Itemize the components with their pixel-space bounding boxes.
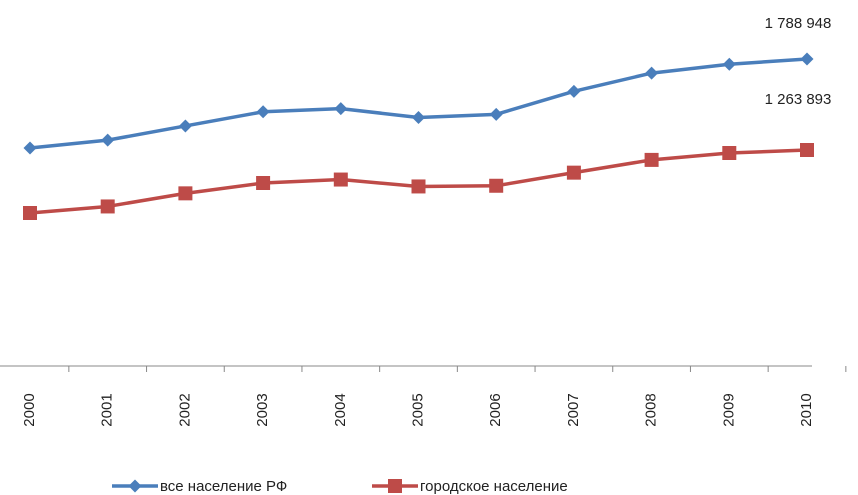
data-point-marker xyxy=(334,102,348,116)
data-point-marker xyxy=(645,66,659,80)
series-layer xyxy=(23,52,814,220)
data-point-marker xyxy=(101,133,115,147)
data-point-marker xyxy=(23,206,37,220)
data-labels: 1 788 948 1 263 893 xyxy=(765,15,832,108)
data-point-marker xyxy=(100,199,115,214)
data-point-marker xyxy=(333,172,348,187)
x-tick-label: 2009 xyxy=(720,393,737,426)
x-tick-label: 2010 xyxy=(798,393,815,426)
legend: все население РФ городское население xyxy=(112,478,568,495)
series-line xyxy=(28,57,809,150)
x-tick-label: 2006 xyxy=(487,393,504,426)
data-point-marker xyxy=(412,110,425,124)
data-point-marker xyxy=(489,178,504,193)
legend-label: городское население xyxy=(420,478,568,495)
legend-label: все население РФ xyxy=(160,478,287,495)
data-point-marker xyxy=(722,146,737,160)
x-tick-label: 2008 xyxy=(643,393,660,426)
x-axis: 2000 2001 2002 2003 2004 2005 2006 2007 2008 2009… xyxy=(0,365,847,427)
data-point-marker xyxy=(256,176,271,190)
x-tick-label: 2003 xyxy=(254,393,271,426)
data-point-marker xyxy=(23,141,37,155)
data-point-marker xyxy=(178,119,192,133)
data-point-marker xyxy=(567,84,581,98)
data-point-marker xyxy=(722,57,736,71)
x-tick-label: 2005 xyxy=(409,393,426,426)
x-tick-label: 2007 xyxy=(565,393,582,426)
data-point-marker xyxy=(566,165,581,180)
data-label: 1 263 893 xyxy=(765,91,832,108)
x-tick-label: 2000 xyxy=(21,393,38,426)
data-point-marker xyxy=(178,186,193,201)
data-point-marker xyxy=(411,179,426,194)
x-tick-label: 2001 xyxy=(99,393,116,426)
data-label: 1 788 948 xyxy=(765,15,832,32)
x-tick-label: 2002 xyxy=(176,393,193,426)
legend-marker xyxy=(128,479,142,493)
data-point-marker xyxy=(800,143,814,157)
data-point-marker xyxy=(644,152,659,167)
data-point-marker xyxy=(800,52,814,66)
data-point-marker xyxy=(489,107,503,121)
x-tick-label: 2004 xyxy=(332,393,349,426)
data-point-marker xyxy=(256,105,270,119)
legend-marker xyxy=(388,479,402,493)
